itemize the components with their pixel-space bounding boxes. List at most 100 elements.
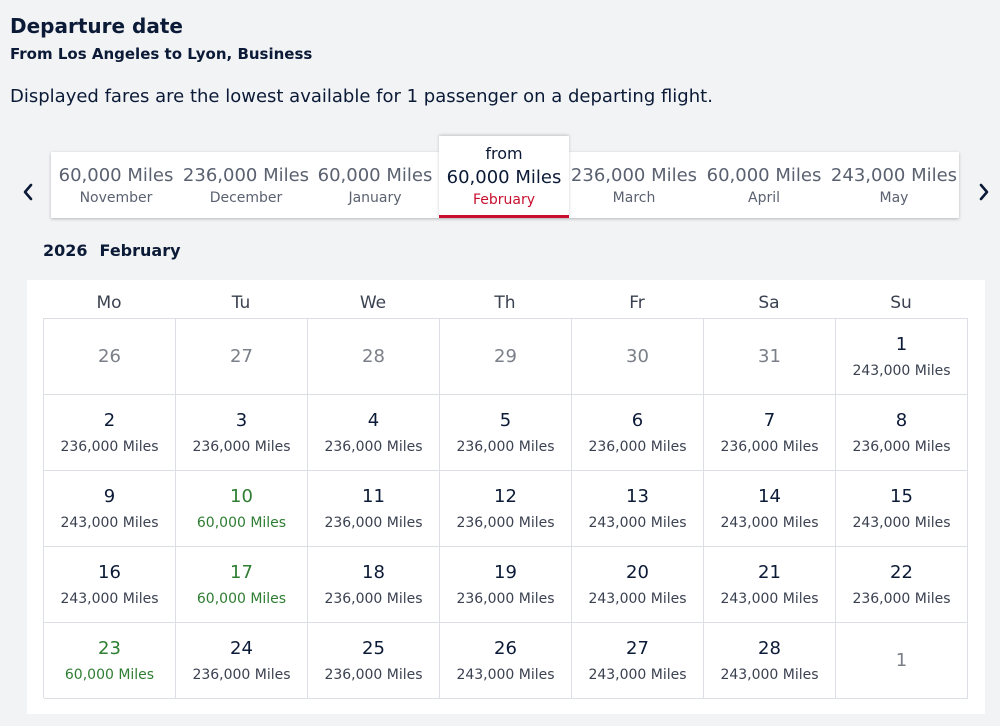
day-number: 15 xyxy=(890,486,913,507)
calendar-day[interactable]: 13 243,000 Miles xyxy=(572,471,704,547)
calendar-day-outside: 29 xyxy=(440,319,572,395)
day-fare: 236,000 Miles xyxy=(192,667,291,683)
month-tab-april[interactable]: 60,000 Miles April xyxy=(699,152,829,218)
calendar-day-outside: 31 xyxy=(704,319,836,395)
day-number: 10 xyxy=(230,486,253,507)
day-number: 27 xyxy=(626,638,649,659)
day-number: 7 xyxy=(763,410,776,431)
route-subtitle: From Los Angeles to Lyon, Business xyxy=(10,45,313,63)
day-number: 18 xyxy=(362,562,385,583)
month-name: December xyxy=(209,189,283,206)
calendar-day[interactable]: 15 243,000 Miles xyxy=(836,471,968,547)
weekday-label: Th xyxy=(494,293,516,313)
day-fare: 236,000 Miles xyxy=(324,591,423,607)
day-number: 12 xyxy=(494,486,517,507)
calendar-day[interactable]: 23 60,000 Miles xyxy=(44,623,176,699)
day-fare: 243,000 Miles xyxy=(720,515,819,531)
day-number: 29 xyxy=(494,346,517,367)
month-miles: 236,000 Miles xyxy=(182,164,310,186)
weekday-label: We xyxy=(359,293,387,313)
calendar-day[interactable]: 26 243,000 Miles xyxy=(440,623,572,699)
previous-months-button[interactable] xyxy=(16,178,40,206)
calendar-day-outside: 1 xyxy=(836,623,968,699)
calendar-day[interactable]: 12 236,000 Miles xyxy=(440,471,572,547)
next-months-button[interactable] xyxy=(972,178,996,206)
day-fare: 236,000 Miles xyxy=(456,439,555,455)
page-title: Departure date xyxy=(10,14,183,38)
day-fare: 236,000 Miles xyxy=(852,439,951,455)
day-number: 26 xyxy=(98,346,121,367)
day-number: 26 xyxy=(494,638,517,659)
month-miles: 236,000 Miles xyxy=(570,164,698,186)
calendar-day[interactable]: 19 236,000 Miles xyxy=(440,547,572,623)
month-miles: 60,000 Miles xyxy=(317,164,433,186)
day-fare: 243,000 Miles xyxy=(60,515,159,531)
month-miles: 243,000 Miles xyxy=(830,164,958,186)
day-number: 3 xyxy=(235,410,248,431)
calendar-day[interactable]: 16 243,000 Miles xyxy=(44,547,176,623)
day-number: 19 xyxy=(494,562,517,583)
day-fare: 243,000 Miles xyxy=(852,515,951,531)
calendar-day[interactable]: 17 60,000 Miles xyxy=(176,547,308,623)
weekday-label: Sa xyxy=(758,293,780,313)
day-number: 1 xyxy=(895,650,908,671)
calendar-day[interactable]: 20 243,000 Miles xyxy=(572,547,704,623)
day-fare: 236,000 Miles xyxy=(324,515,423,531)
day-fare: 236,000 Miles xyxy=(192,439,291,455)
day-number: 25 xyxy=(362,638,385,659)
calendar-heading: 2026 February xyxy=(43,241,181,260)
month-tab-february[interactable]: from 60,000 Miles February xyxy=(439,136,569,218)
day-number: 27 xyxy=(230,346,253,367)
calendar-day[interactable]: 1 243,000 Miles xyxy=(836,319,968,395)
day-number: 23 xyxy=(98,638,121,659)
calendar-day[interactable]: 25 236,000 Miles xyxy=(308,623,440,699)
calendar-day[interactable]: 9 243,000 Miles xyxy=(44,471,176,547)
calendar-day-outside: 27 xyxy=(176,319,308,395)
month-tab-november[interactable]: 60,000 Miles November xyxy=(51,152,181,218)
calendar-day[interactable]: 27 243,000 Miles xyxy=(572,623,704,699)
calendar-day[interactable]: 3 236,000 Miles xyxy=(176,395,308,471)
calendar-day[interactable]: 14 243,000 Miles xyxy=(704,471,836,547)
weekday-label: Fr xyxy=(629,293,645,313)
day-fare: 236,000 Miles xyxy=(852,591,951,607)
day-fare: 236,000 Miles xyxy=(324,667,423,683)
calendar-day[interactable]: 7 236,000 Miles xyxy=(704,395,836,471)
chevron-right-icon xyxy=(979,183,989,201)
calendar-day[interactable]: 6 236,000 Miles xyxy=(572,395,704,471)
calendar-day[interactable]: 10 60,000 Miles xyxy=(176,471,308,547)
calendar-day[interactable]: 4 236,000 Miles xyxy=(308,395,440,471)
calendar-day[interactable]: 11 236,000 Miles xyxy=(308,471,440,547)
day-fare: 236,000 Miles xyxy=(456,591,555,607)
day-number: 28 xyxy=(758,638,781,659)
day-number: 5 xyxy=(499,410,512,431)
day-number: 11 xyxy=(362,486,385,507)
calendar-day[interactable]: 5 236,000 Miles xyxy=(440,395,572,471)
calendar-day-outside: 30 xyxy=(572,319,704,395)
day-number: 8 xyxy=(895,410,908,431)
calendar-year: 2026 xyxy=(43,241,88,260)
weekday-label: Su xyxy=(890,293,912,313)
month-tab-january[interactable]: 60,000 Miles January xyxy=(311,152,439,218)
month-tab-may[interactable]: 243,000 Miles May xyxy=(829,152,959,218)
day-number: 20 xyxy=(626,562,649,583)
calendar-day[interactable]: 22 236,000 Miles xyxy=(836,547,968,623)
calendar-day[interactable]: 24 236,000 Miles xyxy=(176,623,308,699)
month-from-label: from xyxy=(485,143,523,163)
calendar-day[interactable]: 18 236,000 Miles xyxy=(308,547,440,623)
calendar-day[interactable]: 21 243,000 Miles xyxy=(704,547,836,623)
day-number: 14 xyxy=(758,486,781,507)
calendar-day[interactable]: 8 236,000 Miles xyxy=(836,395,968,471)
day-fare: 60,000 Miles xyxy=(196,515,287,531)
day-number: 9 xyxy=(103,486,116,507)
month-tab-december[interactable]: 236,000 Miles December xyxy=(181,152,311,218)
calendar-day[interactable]: 2 236,000 Miles xyxy=(44,395,176,471)
calendar-day[interactable]: 28 243,000 Miles xyxy=(704,623,836,699)
month-name: April xyxy=(748,189,780,206)
day-number: 22 xyxy=(890,562,913,583)
day-fare: 243,000 Miles xyxy=(720,667,819,683)
fare-note: Displayed fares are the lowest available… xyxy=(10,86,713,107)
month-name: February xyxy=(472,191,536,208)
month-miles: 60,000 Miles xyxy=(706,164,822,186)
day-fare: 243,000 Miles xyxy=(588,515,687,531)
month-tab-march[interactable]: 236,000 Miles March xyxy=(569,152,699,218)
